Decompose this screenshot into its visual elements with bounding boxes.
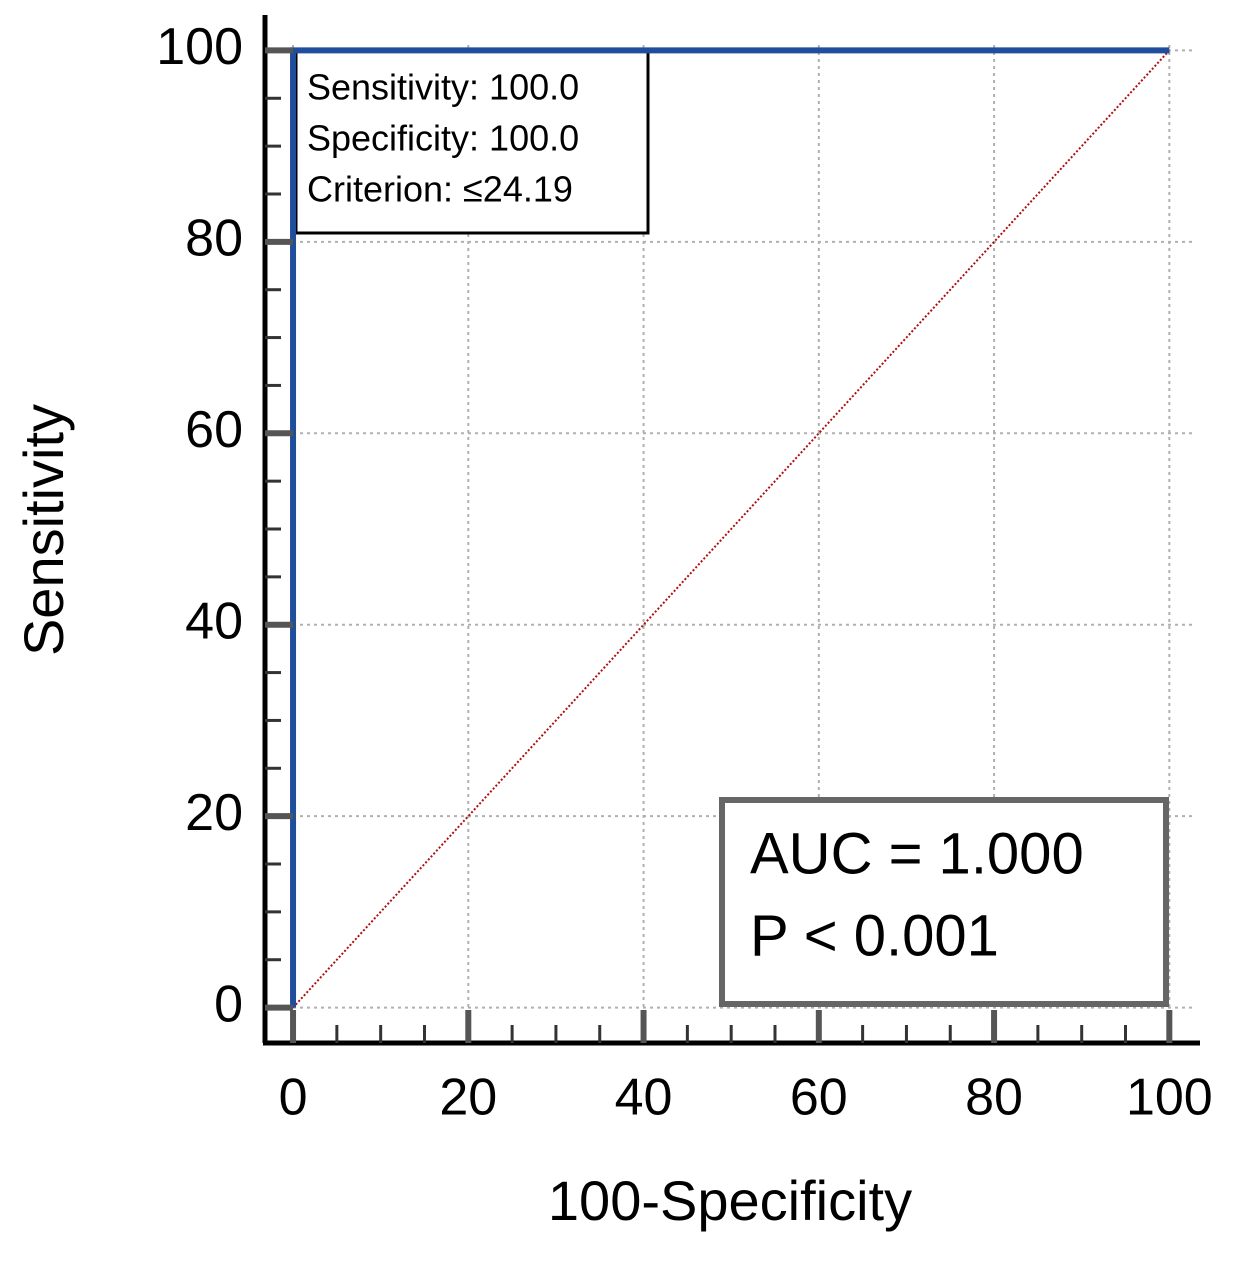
annotation-box xyxy=(294,48,650,235)
series xyxy=(290,47,1171,1009)
roc-curve xyxy=(290,47,1170,1008)
y-tick-label: 40 xyxy=(185,592,243,650)
annotation-text: Criterion: ≤24.19 xyxy=(307,169,573,210)
x-tick-label: 40 xyxy=(615,1069,673,1127)
annotation-box xyxy=(719,797,1169,1007)
y-tick-label: 100 xyxy=(156,18,243,76)
y-tick-label: 60 xyxy=(185,401,243,459)
y-axis-title: Sensitivity xyxy=(12,404,75,656)
annotation-text: Sensitivity: 100.0 xyxy=(307,67,579,108)
annotation-boxes: Sensitivity: 100.0 Specificity: 100.0 Crit… xyxy=(294,48,1169,1007)
reference-line xyxy=(292,49,1171,1009)
x-axis-title: 100-Specificity xyxy=(548,1169,912,1232)
ticks: 0 20 40 60 80 100 0 20 40 60 80 100 xyxy=(156,18,1212,1127)
annotation-text: AUC = 1.000 xyxy=(750,821,1084,886)
x-tick-label: 20 xyxy=(439,1069,497,1127)
annotation-text: P < 0.001 xyxy=(750,903,999,968)
y-tick-label: 80 xyxy=(185,210,243,268)
x-tick-label: 60 xyxy=(790,1069,848,1127)
annotation-text: Specificity: 100.0 xyxy=(307,118,579,159)
x-tick-label: 80 xyxy=(965,1069,1023,1127)
x-tick-label: 100 xyxy=(1126,1069,1213,1127)
y-tick-label: 0 xyxy=(214,975,243,1033)
y-tick-label: 20 xyxy=(185,784,243,842)
x-tick-label: 0 xyxy=(279,1069,308,1127)
